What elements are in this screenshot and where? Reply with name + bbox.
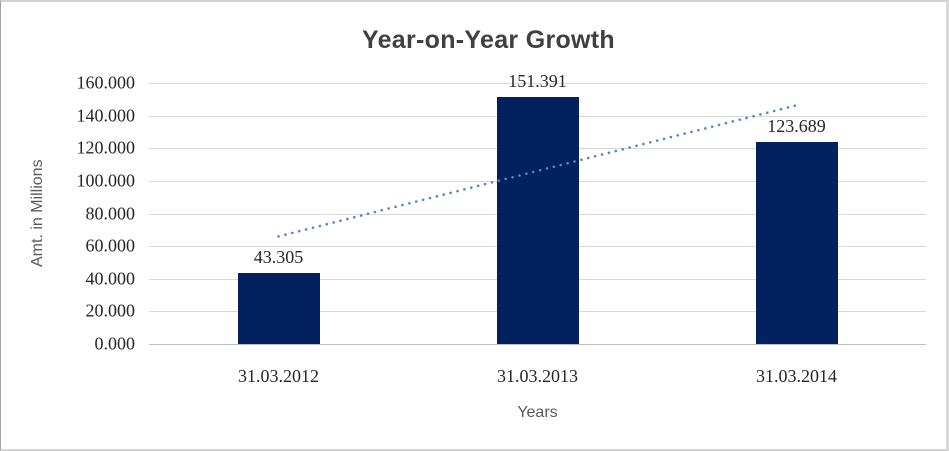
x-tick-label: 31.03.2012: [238, 366, 319, 386]
x-axis-line: [149, 344, 926, 345]
y-tick-label: 80.000: [85, 203, 136, 223]
y-axis-tick-labels: 160.000 140.000 120.000 100.000 80.000 60.000…: [1, 73, 136, 354]
plot-area: 43.305 151.391 123.689: [149, 71, 926, 345]
gridline: [149, 83, 926, 84]
chart-title: Year-on-Year Growth: [362, 26, 615, 54]
y-tick-label: 100.000: [76, 170, 136, 191]
y-tick-label: 120.000: [76, 137, 136, 158]
x-axis-title: Years: [517, 404, 558, 421]
bar-31.03.2012: [237, 273, 320, 344]
data-label-31.03.2014: 123.689: [767, 116, 826, 137]
bar-31.03.2013: [496, 97, 579, 344]
y-tick-label: 60.000: [85, 235, 136, 256]
y-tick-label: 0.000: [94, 333, 136, 354]
y-tick-label: 40.000: [85, 268, 136, 289]
y-tick-label: 140.000: [76, 105, 136, 126]
x-tick-label: 31.03.2014: [756, 366, 837, 386]
bar-31.03.2014: [755, 142, 838, 344]
y-tick-label: 160.000: [76, 72, 136, 93]
y-tick-label: 20.000: [85, 300, 136, 321]
x-tick-label: 31.03.2013: [497, 366, 578, 386]
data-label-31.03.2013: 151.391: [508, 71, 567, 92]
x-axis-tick-labels: 31.03.2012 31.03.2013 31.03.2014: [149, 365, 926, 387]
data-label-31.03.2012: 43.305: [253, 247, 304, 268]
